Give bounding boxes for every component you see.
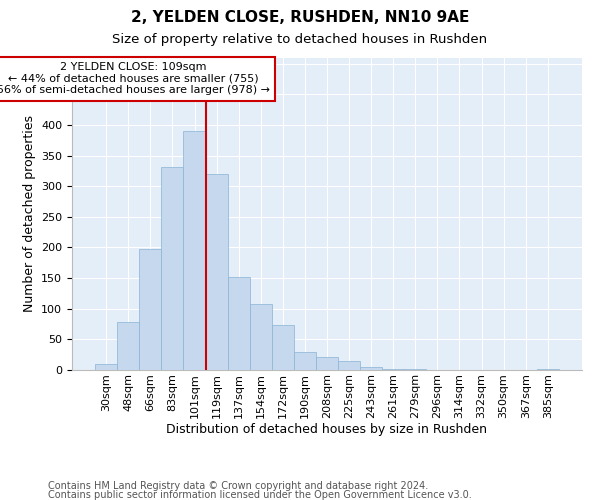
Text: Contains public sector information licensed under the Open Government Licence v3: Contains public sector information licen… <box>48 490 472 500</box>
Bar <box>360 367 382 370</box>
Bar <box>161 166 184 370</box>
Text: Contains HM Land Registry data © Crown copyright and database right 2024.: Contains HM Land Registry data © Crown c… <box>48 481 428 491</box>
X-axis label: Distribution of detached houses by size in Rushden: Distribution of detached houses by size … <box>167 424 487 436</box>
Bar <box>294 352 316 370</box>
Bar <box>338 361 360 370</box>
Bar <box>206 174 227 370</box>
Text: Size of property relative to detached houses in Rushden: Size of property relative to detached ho… <box>112 32 488 46</box>
Text: 2 YELDEN CLOSE: 109sqm
← 44% of detached houses are smaller (755)
56% of semi-de: 2 YELDEN CLOSE: 109sqm ← 44% of detached… <box>0 62 270 96</box>
Text: 2, YELDEN CLOSE, RUSHDEN, NN10 9AE: 2, YELDEN CLOSE, RUSHDEN, NN10 9AE <box>131 10 469 25</box>
Y-axis label: Number of detached properties: Number of detached properties <box>23 116 35 312</box>
Bar <box>184 131 206 370</box>
Bar <box>227 277 250 370</box>
Bar <box>139 248 161 370</box>
Bar <box>272 326 294 370</box>
Bar <box>250 304 272 370</box>
Bar <box>117 322 139 370</box>
Bar <box>537 369 559 370</box>
Bar <box>382 369 404 370</box>
Bar <box>95 364 117 370</box>
Bar <box>316 356 338 370</box>
